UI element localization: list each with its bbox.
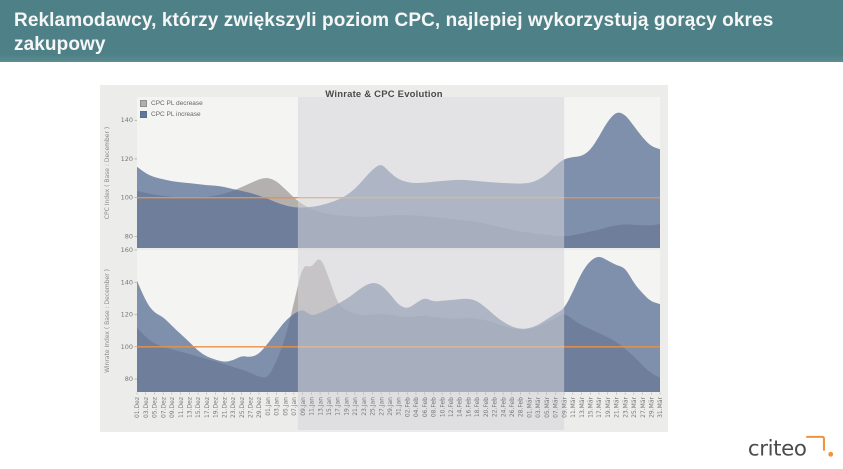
x-tick-label: 17.Dez [204,397,211,418]
x-tick-label: 27.Dez [248,397,255,418]
x-tick-label: 31.Mär [657,396,664,417]
legend-label: CPC PL decrease [151,100,203,107]
x-tick-label: 21.Dez [221,397,228,418]
y-tick-label: 100 [121,194,133,202]
x-tick-label: 29.Jan [387,397,394,416]
x-tick-label: 06.Feb [422,397,429,417]
x-tick-label: 01.Mär [526,396,533,417]
x-tick-label: 04.Feb [413,397,420,417]
x-tick-label: 21.Mär [614,396,621,417]
x-tick-label: 24.Feb [500,397,507,417]
header-banner: Reklamodawcy, którzy zwiększyli poziom C… [0,0,843,62]
x-tick-label: 08.Feb [431,397,438,417]
x-tick-label: 12.Feb [448,397,455,417]
criteo-logo-text: criteo [748,437,807,462]
y-tick-label: 80 [125,375,133,383]
x-tick-label: 07.Dez [160,397,167,418]
x-tick-label: 09.Mär [561,396,568,417]
y-tick-label: 100 [121,343,133,351]
legend: CPC PL decrease CPC PL increase [140,98,203,120]
legend-item: CPC PL increase [140,109,203,120]
y-tick-label: 80 [125,232,133,240]
x-tick-label: 05.Dez [152,397,159,418]
chart-title: Winrate & CPC Evolution [325,89,443,100]
x-tick-label: 27.Jan [378,397,385,416]
x-tick-label: 29.Dez [256,397,263,418]
x-tick-label: 19.Jan [343,397,350,416]
x-tick-label: 11.Jan [309,397,316,416]
x-tick-label: 31.Jan [396,397,403,416]
x-tick-label: 26.Feb [509,397,516,417]
x-tick-label: 03.Mär [535,396,542,417]
x-tick-label: 10.Feb [439,397,446,417]
chart: Winrate & CPC Evolution CPC PL decrease … [100,85,668,432]
x-tick-label: 09.Dez [169,397,176,418]
x-tick-label: 07.Jan [291,397,298,416]
x-tick-label: 22.Feb [492,397,499,417]
y-tick-label: 120 [121,311,133,319]
x-tick-label: 28.Feb [518,397,525,417]
x-tick-label: 14.Feb [457,397,464,417]
criteo-logo: criteo [748,435,834,462]
y-tick-label: 140 [121,116,133,124]
x-tick-label: 13.Mär [579,396,586,417]
x-tick-label: 05.Mär [544,396,551,417]
legend-swatch-decrease [140,100,147,107]
x-tick-label: 19.Dez [213,397,220,418]
x-tick-label: 13.Dez [187,397,194,418]
x-tick-label: 09.Jan [300,397,307,416]
x-tick-label: 29.Mär [648,396,655,417]
x-tick-label: 25.Dez [239,397,246,418]
x-tick-label: 23.Jan [361,397,368,416]
x-tick-label: 25.Mär [631,396,638,417]
criteo-logo-dot [828,451,834,457]
x-tick-label: 01.Jan [265,397,272,416]
x-tick-label: 17.Mär [596,396,603,417]
x-tick-label: 21.Jan [352,397,359,416]
criteo-logo-mark [805,435,825,451]
x-tick-label: 03.Jan [274,397,281,416]
x-tick-label: 17.Jan [335,397,342,416]
x-tick-label: 23.Dez [230,397,237,418]
x-tick-label: 03.Dez [143,397,150,418]
chart-canvas: CPC Index ( Base : December ) Winrate In… [104,97,664,430]
y-axis-title-winrate: Winrate Index ( Base : December ) [104,269,111,373]
legend-item: CPC PL decrease [140,98,203,109]
x-tick-label: 01.Dez [134,397,141,418]
x-tick-label: 18.Feb [474,397,481,417]
x-tick-label: 11.Dez [178,397,185,418]
x-tick-label: 07.Mär [553,396,560,417]
x-tick-label: 15.Jan [326,397,333,416]
x-tick-label: 15.Mär [587,396,594,417]
y-tick-label: 160 [121,246,133,254]
y-tick-label: 140 [121,278,133,286]
x-tick-label: 27.Mär [640,396,647,417]
x-tick-label: 23.Mär [622,396,629,417]
legend-swatch-increase [140,111,147,118]
x-tick-label: 15.Dez [195,397,202,418]
y-tick-label: 120 [121,155,133,163]
x-tick-label: 16.Feb [465,397,472,417]
x-tick-label: 19.Mär [605,396,612,417]
x-tick-label: 11.Mär [570,396,577,417]
x-tick-label: 25.Jan [370,397,377,416]
x-tick-label: 05.Jan [282,397,289,416]
highlight-band [297,97,565,430]
legend-label: CPC PL increase [151,111,201,118]
y-axis-title-cpc: CPC Index ( Base : December ) [104,127,111,219]
x-tick-label: 20.Feb [483,397,490,417]
header-title: Reklamodawcy, którzy zwiększyli poziom C… [14,10,774,56]
x-tick-label: 13.Jan [317,397,324,416]
x-tick-label: 02.Feb [404,397,411,417]
